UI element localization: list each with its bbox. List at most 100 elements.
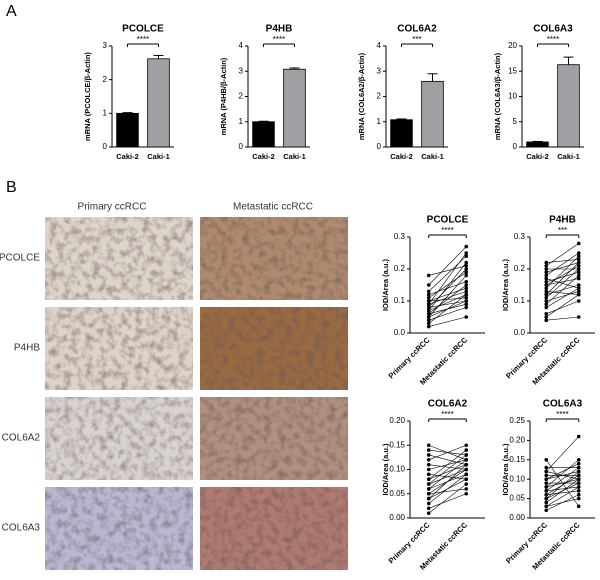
point (544, 286, 549, 291)
y-tick-label: 3 (103, 41, 108, 50)
y-axis-label: IOD/Area (a.u.) (501, 258, 510, 311)
pair-line (546, 265, 579, 286)
texture (45, 487, 193, 570)
y-tick-label: 0.2 (514, 264, 526, 273)
chart-title: PCOLCE (427, 215, 469, 226)
texture (200, 487, 348, 570)
pair-line (546, 255, 579, 289)
pair-line (546, 291, 579, 295)
pair-line (428, 297, 467, 302)
y-tick-label: 0.10 (509, 474, 525, 483)
pair-line (428, 454, 467, 485)
y-tick-label: 0.3 (514, 232, 526, 241)
point (464, 477, 469, 482)
point (576, 496, 581, 501)
significance: **** (556, 410, 568, 419)
pair-line (428, 464, 467, 480)
point (576, 477, 581, 482)
x-tick-label: Caki-1 (147, 152, 170, 161)
point (464, 267, 469, 271)
point (426, 312, 431, 316)
point (426, 283, 431, 287)
bar (421, 80, 444, 148)
pair-line (428, 255, 467, 292)
pair-line (546, 262, 579, 295)
pair-line (546, 471, 579, 480)
point (544, 260, 549, 265)
point (426, 302, 431, 307)
chart-title: COL6A2 (428, 399, 468, 410)
row-label: COL6A2 (2, 433, 41, 444)
point (576, 489, 581, 493)
point (544, 302, 549, 307)
y-axis-label: IOD/Area (a.u.) (381, 443, 390, 496)
point (426, 477, 431, 482)
point (576, 264, 581, 268)
point (464, 289, 469, 294)
y-tick-label: 15 (508, 66, 517, 75)
point (576, 283, 581, 287)
pair-line (428, 291, 467, 305)
y-tick-label: 0.1 (394, 296, 406, 305)
texture (45, 397, 193, 480)
y-axis-label: IOD/Area (a.u.) (501, 443, 510, 496)
point (426, 501, 431, 506)
point (544, 496, 549, 501)
point (426, 496, 431, 501)
y-tick-label: 2 (103, 75, 108, 84)
point (426, 448, 431, 452)
y-tick-label: 0.00 (389, 513, 405, 522)
point (544, 276, 549, 281)
point (426, 491, 431, 496)
point (464, 251, 469, 255)
x-tick-label: Caki-1 (557, 152, 580, 161)
pair-line (546, 436, 579, 472)
y-tick-label: 0.3 (394, 232, 406, 241)
significance: **** (441, 410, 453, 419)
y-tick-label: 4 (377, 41, 382, 50)
bar (283, 68, 306, 148)
point (544, 500, 549, 505)
pair-line (428, 474, 467, 480)
point (426, 511, 431, 515)
point (576, 254, 581, 258)
point (426, 462, 431, 467)
pair-line (428, 246, 467, 286)
point (544, 473, 549, 478)
point (464, 482, 469, 486)
y-tick-label: 0 (103, 142, 108, 151)
point (426, 318, 431, 323)
point (464, 273, 469, 278)
point (544, 296, 549, 300)
point (464, 296, 469, 300)
point (576, 469, 581, 474)
pair-line (428, 316, 467, 327)
significance: *** (558, 226, 567, 235)
y-tick-label: 5 (513, 117, 518, 126)
y-axis-label: mRNA (COL6A3/β-Actin) (493, 52, 502, 140)
pair-line (428, 287, 467, 302)
point (426, 506, 431, 511)
point (464, 280, 469, 284)
pair-line (428, 488, 467, 495)
y-tick-label: 0.25 (509, 416, 525, 425)
point (426, 467, 431, 472)
y-tick-label: 0.0 (514, 328, 526, 337)
point (544, 305, 549, 310)
point (544, 458, 549, 462)
pair-line (546, 498, 579, 507)
point (576, 276, 581, 281)
point (464, 299, 469, 303)
y-tick-label: 0.20 (389, 416, 405, 425)
y-tick-label: 2 (377, 92, 382, 101)
pair-line (428, 483, 467, 514)
point (426, 315, 431, 319)
y-tick-label: 2 (239, 92, 244, 101)
point (426, 458, 431, 462)
chart-title: PCOLCE (122, 24, 164, 35)
micrographs (45, 217, 348, 570)
point (464, 453, 469, 457)
y-tick-label: 0.10 (389, 465, 405, 474)
point (576, 461, 581, 466)
